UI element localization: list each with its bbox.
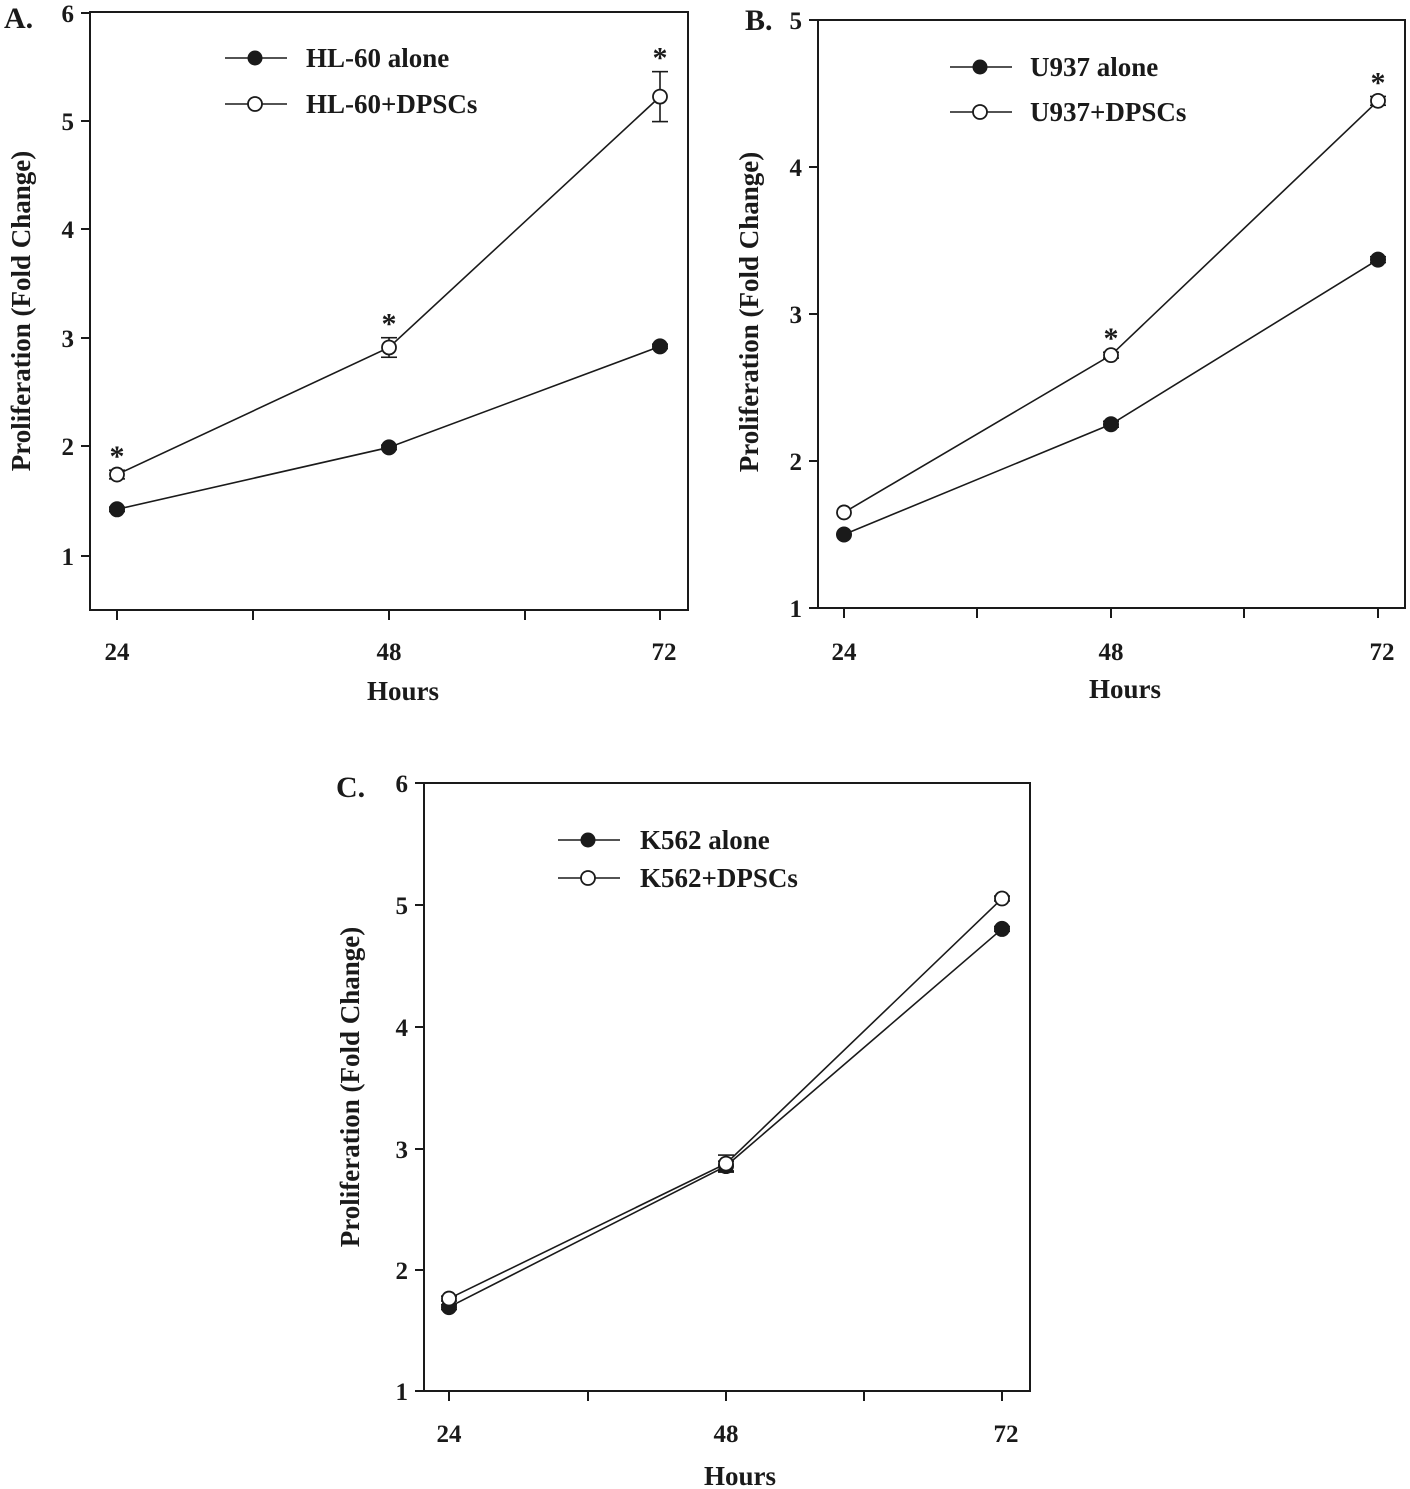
y-tick-label: 6 [62, 1, 75, 28]
data-point-open [381, 339, 397, 356]
x-axis-title: Hours [367, 676, 439, 706]
legend-marker-filled [972, 59, 988, 75]
legend: K562 alone K562+DPSCs [558, 825, 798, 893]
y-tick-label: 2 [62, 434, 75, 461]
legend-label: HL-60+DPSCs [306, 89, 477, 119]
series-dpscs [441, 890, 1010, 1307]
x-axis-title: Hours [1089, 674, 1161, 704]
x-tick-label: 24 [105, 639, 131, 666]
significance-marker: * [1104, 322, 1119, 355]
legend-marker-filled [580, 832, 596, 848]
series-line [448, 897, 1003, 1300]
y-tick-label: 3 [790, 302, 803, 329]
panel-label: B. [745, 4, 773, 37]
data-point-open [441, 1290, 457, 1307]
x-tick-label: 72 [1370, 639, 1395, 666]
y-tick-label: 2 [396, 1258, 409, 1285]
data-point-open [994, 890, 1010, 907]
x-tick-label: 24 [437, 1421, 463, 1448]
y-tick-label: 6 [396, 771, 409, 798]
series-dpscs [109, 70, 668, 483]
y-tick-label: 3 [62, 326, 75, 353]
x-tick-label: 48 [377, 639, 402, 666]
x-tick-label: 48 [714, 1421, 739, 1448]
y-tick-label: 4 [62, 217, 75, 244]
significance-marker: * [382, 308, 397, 341]
data-point-filled [109, 501, 125, 518]
panel-label: C. [336, 771, 365, 804]
y-axis-title: Proliferation (Fold Change) [734, 152, 764, 472]
chart-panel-a: A. 1 2 3 4 5 6 24 48 72 Hours Proliferation (Fold C… [4, 1, 689, 706]
series-line [116, 96, 661, 476]
legend-label: U937 alone [1030, 52, 1158, 82]
data-point-filled [381, 439, 397, 456]
legend-label: U937+DPSCs [1030, 97, 1186, 127]
y-tick-label: 5 [790, 8, 803, 35]
y-tick-label: 3 [396, 1137, 409, 1164]
data-point-open [1103, 347, 1119, 364]
series-alone [109, 338, 668, 518]
y-axis-title: Proliferation (Fold Change) [335, 927, 365, 1247]
legend-marker-open [972, 104, 988, 120]
y-tick-label: 4 [396, 1015, 409, 1042]
y-tick-label: 5 [62, 109, 75, 136]
x-tick-label: 24 [832, 639, 858, 666]
data-point-filled [836, 526, 852, 543]
y-tick-label: 5 [396, 893, 409, 920]
significance-marker: * [653, 42, 668, 75]
series-alone [441, 920, 1010, 1316]
legend: HL-60 alone HL-60+DPSCs [225, 43, 477, 119]
data-point-open [718, 1155, 734, 1172]
data-point-open [1370, 92, 1386, 109]
significance-marker: * [110, 440, 125, 473]
panel-label: A. [4, 2, 33, 35]
y-tick-label: 4 [790, 155, 803, 182]
legend-marker-open [580, 870, 596, 886]
y-tick-label: 1 [396, 1379, 409, 1406]
legend-marker-open [247, 96, 263, 112]
y-axis-title: Proliferation (Fold Change) [6, 151, 36, 471]
series-alone [836, 251, 1386, 543]
series-line [843, 100, 1379, 514]
data-point-filled [652, 338, 668, 355]
x-tick-label: 72 [994, 1421, 1019, 1448]
legend-label: K562+DPSCs [640, 863, 798, 893]
series-line [843, 258, 1379, 536]
chart-panel-c: C. 1 2 3 4 5 6 24 48 72 Hours Proliferation (Fold C… [335, 771, 1031, 1489]
y-tick-label: 1 [62, 544, 75, 571]
y-tick-label: 2 [790, 449, 803, 476]
y-tick-label: 1 [790, 596, 803, 623]
legend-label: K562 alone [640, 825, 770, 855]
legend-label: HL-60 alone [306, 43, 449, 73]
data-point-filled [1370, 251, 1386, 268]
data-point-filled [994, 920, 1010, 937]
data-point-open [652, 88, 668, 105]
data-point-open [836, 504, 852, 521]
x-axis-title: Hours [704, 1461, 776, 1489]
series-line [448, 928, 1003, 1308]
legend: U937 alone U937+DPSCs [950, 52, 1186, 127]
series-line [116, 345, 661, 511]
legend-marker-filled [247, 50, 263, 66]
x-tick-label: 48 [1099, 639, 1124, 666]
chart-panel-b: B. 1 2 3 4 5 24 48 72 Hours Proliferation (Fold Ch… [734, 4, 1406, 704]
x-tick-label: 72 [652, 639, 677, 666]
series-dpscs [836, 92, 1386, 521]
significance-marker: * [1371, 66, 1386, 99]
data-point-filled [1103, 416, 1119, 433]
data-point-open [109, 466, 125, 483]
